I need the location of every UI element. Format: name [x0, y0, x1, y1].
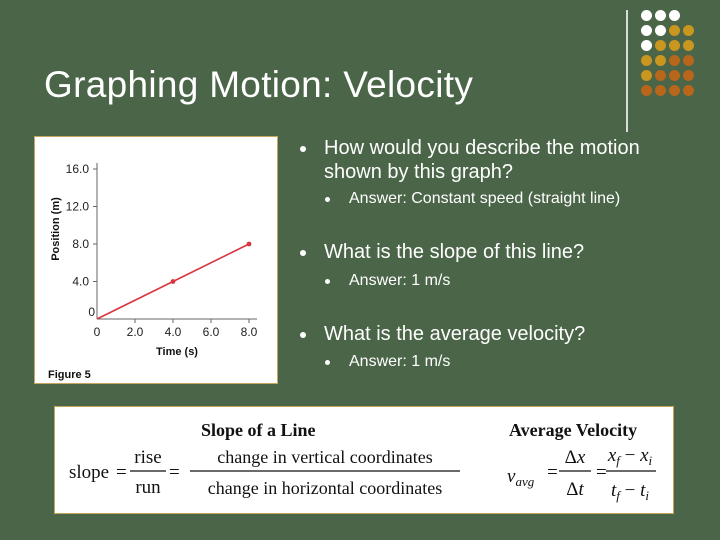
slide-title: Graphing Motion: Velocity	[44, 64, 474, 105]
decorative-dot	[669, 55, 680, 66]
decorative-dot	[655, 85, 666, 96]
xf-minus-xi: xf − xi	[607, 445, 653, 468]
decorative-dot	[669, 40, 680, 51]
decorative-dot	[655, 10, 666, 21]
decorative-dot	[641, 40, 652, 51]
equals-sign: =	[116, 462, 127, 483]
question-text: What is the slope of this line?	[324, 241, 585, 263]
chart-svg: Position (m) Time (s) Figure 5 0 2.0 4.0 6.…	[48, 162, 258, 381]
decorative-dot	[655, 55, 666, 66]
v-avg-symbol: vavg	[507, 466, 535, 489]
decorative-dot	[655, 70, 666, 81]
bullet-dot	[325, 360, 330, 365]
y-axis-label: Position (m)	[50, 197, 62, 261]
decorative-dot	[641, 25, 652, 36]
decorative-dot	[655, 25, 666, 36]
decorative-dot	[683, 70, 694, 81]
decorative-dot	[655, 40, 666, 51]
tf-minus-ti: tf − ti	[611, 480, 649, 503]
x-tick-label: 4.0	[165, 325, 182, 339]
decorative-divider	[626, 10, 628, 132]
bullet-dot	[300, 146, 306, 152]
decorative-dot	[669, 70, 680, 81]
x-tick-label: 0	[94, 325, 101, 339]
decorative-dot	[683, 40, 694, 51]
equals-sign: =	[169, 462, 180, 483]
formula-svg: Slope of a Line slope = rise run = chang…	[69, 420, 656, 503]
formula-panel: Slope of a Line slope = rise run = chang…	[54, 406, 674, 514]
bullet-dot	[300, 250, 306, 256]
y-tick-label: 8.0	[72, 237, 89, 251]
delta-x: Δx	[565, 447, 586, 468]
y-tick-label: 0	[88, 305, 95, 319]
vertical-change-label: change in vertical coordinates	[217, 447, 432, 467]
x-tick-label: 8.0	[241, 325, 258, 339]
figure-caption: Figure 5	[48, 369, 91, 381]
decorative-dot	[641, 10, 652, 21]
slope-heading: Slope of a Line	[201, 420, 316, 440]
decorative-dot	[683, 55, 694, 66]
answer-text: Answer: Constant speed (straight line)	[349, 190, 621, 207]
decorative-dot	[683, 85, 694, 96]
x-tick-label: 2.0	[127, 325, 144, 339]
question-text: What is the average velocity?	[324, 323, 586, 345]
question-text: How would you describe the motion shown …	[324, 137, 640, 183]
y-tick-label: 16.0	[66, 162, 90, 176]
equals-sign: =	[596, 462, 607, 483]
answer-text: Answer: 1 m/s	[349, 272, 451, 289]
bullet-dot	[325, 279, 330, 284]
answer-text: Answer: 1 m/s	[349, 353, 451, 370]
decorative-dot	[669, 10, 680, 21]
position-time-graph: Position (m) Time (s) Figure 5 0 2.0 4.0 6.…	[34, 136, 278, 384]
decorative-dot	[641, 55, 652, 66]
decorative-dot	[669, 25, 680, 36]
velocity-heading: Average Velocity	[509, 420, 637, 440]
delta-t: Δt	[566, 479, 584, 500]
decorative-dot	[641, 85, 652, 96]
slope-lhs: slope	[69, 462, 109, 483]
data-point	[246, 241, 252, 247]
x-tick-label: 6.0	[203, 325, 220, 339]
equals-sign: =	[547, 462, 558, 483]
x-axis-label: Time (s)	[156, 346, 198, 358]
decorative-dot	[669, 85, 680, 96]
bullet-dot	[325, 197, 330, 202]
bullet-dot	[300, 332, 306, 338]
decorative-dot	[683, 25, 694, 36]
run-label: run	[135, 477, 161, 498]
horizontal-change-label: change in horizontal coordinates	[208, 478, 442, 498]
y-tick-label: 12.0	[66, 200, 90, 214]
data-point	[170, 279, 176, 284]
y-tick-label: 4.0	[72, 275, 89, 289]
rise-label: rise	[134, 447, 161, 468]
decorative-dot	[641, 70, 652, 81]
